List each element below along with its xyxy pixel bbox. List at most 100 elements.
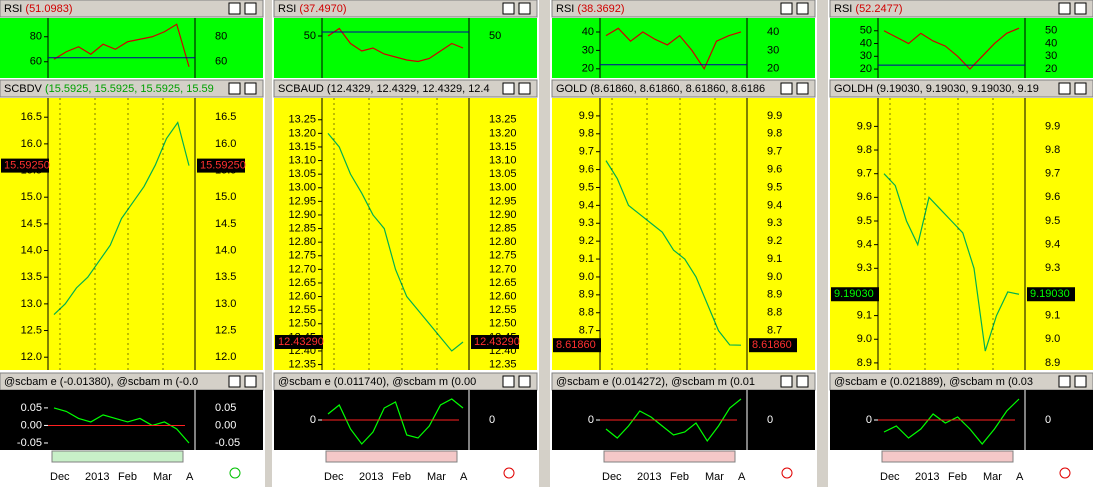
date-label: A: [460, 471, 468, 483]
y-tick-label: 13.5: [21, 271, 42, 283]
y-tick-label: 14.0: [215, 244, 236, 256]
y-tick-label: 12.85: [288, 222, 316, 234]
pane-button: [796, 82, 809, 95]
y-tick-label: 9.4: [857, 239, 872, 251]
y-tick-label: 9.4: [579, 199, 594, 211]
y-tick-label: 12.85: [489, 222, 517, 234]
y-tick-label: 12.75: [489, 250, 517, 262]
y-tick-label: 9.7: [767, 146, 782, 158]
y-tick-label: 8.9: [857, 357, 872, 369]
y-tick-label: 9.1: [767, 253, 782, 265]
y-tick-label: 16.0: [21, 138, 42, 150]
y-tick-label: 0: [588, 414, 594, 426]
y-tick-label: 60: [215, 56, 227, 68]
signal-strip: [881, 450, 1014, 463]
data-line: [883, 173, 1020, 352]
y-tick-label: 9.5: [1045, 215, 1060, 227]
y-tick-label: 9.5: [767, 181, 782, 193]
y-tick-label: 13.00: [489, 182, 517, 194]
date-label: A: [1016, 471, 1024, 483]
y-tick-label: 20: [860, 63, 872, 75]
y-tick-label: 12.95: [288, 195, 316, 207]
y-tick-label: 9.3: [857, 262, 872, 274]
pane-header: [0, 79, 264, 98]
y-tick-label: 12.55: [288, 304, 316, 316]
y-tick-label: 30: [1045, 50, 1057, 62]
y-tick-label: 13.05: [288, 168, 316, 180]
y-tick-label: 9.0: [579, 271, 594, 283]
pane-title: SCBAUD (12.4329, 12.4329, 12.4329, 12.4: [278, 83, 490, 95]
y-tick-label: 50: [489, 30, 501, 42]
y-tick-label: 9.1: [857, 310, 872, 322]
y-tick-label: 9.3: [1045, 262, 1060, 274]
y-tick-label: 40: [1045, 37, 1057, 49]
date-label: Mar: [705, 471, 724, 483]
last-price-box: [553, 338, 601, 353]
y-tick-label: 13.25: [288, 114, 316, 126]
pane-title: GOLD (8.61860, 8.61860, 8.61860, 8.6186: [556, 83, 765, 95]
y-tick-label: 30: [767, 44, 779, 56]
date-label: Dec: [324, 471, 344, 483]
y-tick-label: 0.00: [215, 419, 236, 431]
last-price-box: [1027, 287, 1075, 302]
date-label: Mar: [427, 471, 446, 483]
y-tick-label: 13.0: [21, 298, 42, 310]
pane-header: [0, 0, 264, 18]
date-label: Dec: [880, 471, 900, 483]
y-tick-label: 9.7: [857, 168, 872, 180]
pane-button: [228, 2, 241, 15]
date-label: Mar: [153, 471, 172, 483]
last-price-box: [831, 287, 879, 302]
indicator-value: (37.4970): [299, 3, 346, 15]
y-tick-label: 13.20: [288, 127, 316, 139]
y-tick-label: 8.8: [767, 307, 782, 319]
y-tick-label: 12.5: [21, 324, 42, 336]
pane-header: [551, 0, 816, 18]
data-line: [327, 132, 464, 352]
pane-button: [244, 375, 257, 388]
pane-background: [552, 18, 815, 78]
quote: (15.5925, 15.5925, 15.5925, 15.59: [45, 83, 214, 95]
y-tick-label: 12.35: [489, 358, 517, 370]
pane-button: [228, 375, 241, 388]
y-tick-label: 13.20: [489, 127, 517, 139]
y-tick-label: 9.9: [767, 110, 782, 122]
date-axis: [274, 463, 537, 487]
signal-strip: [51, 450, 184, 463]
y-tick-label: 20: [582, 63, 594, 75]
pane-button: [796, 2, 809, 15]
y-tick-label: 12.80: [489, 236, 517, 248]
y-tick-label: 8.7: [579, 325, 594, 337]
date-label: 2013: [637, 471, 661, 483]
data-line: [327, 398, 464, 445]
pane-button: [502, 82, 515, 95]
y-tick-label: 50: [304, 30, 316, 42]
y-tick-label: 13.00: [288, 182, 316, 194]
pane-button: [796, 375, 809, 388]
y-tick-label: 12.50: [288, 318, 316, 330]
y-tick-label: 20: [767, 63, 779, 75]
y-tick-label: 12.0: [21, 351, 42, 363]
y-tick-label: 13.25: [489, 114, 517, 126]
y-tick-label: 9.2: [767, 235, 782, 247]
quote: (9.19030, 9.19030, 9.19030, 9.19: [876, 83, 1039, 95]
pane-button: [1074, 2, 1087, 15]
y-tick-label: 13.10: [288, 154, 316, 166]
y-tick-label: 60: [30, 56, 42, 68]
y-tick-label: -0.05: [215, 437, 240, 449]
pane-button: [228, 82, 241, 95]
pane-button: [780, 375, 793, 388]
pane-button: [1074, 375, 1087, 388]
date-axis: [830, 463, 1093, 487]
y-tick-label: 9.3: [579, 217, 594, 229]
date-axis: [0, 463, 263, 487]
last-price-label: 8.61860: [556, 339, 596, 351]
y-tick-label: 15.0: [215, 191, 236, 203]
y-tick-label: 0: [767, 414, 773, 426]
pane-background: [830, 98, 1093, 370]
y-tick-label: 14.5: [21, 218, 42, 230]
date-label: Feb: [670, 471, 689, 483]
date-axis: [552, 463, 815, 487]
y-tick-label: 50: [860, 25, 872, 37]
